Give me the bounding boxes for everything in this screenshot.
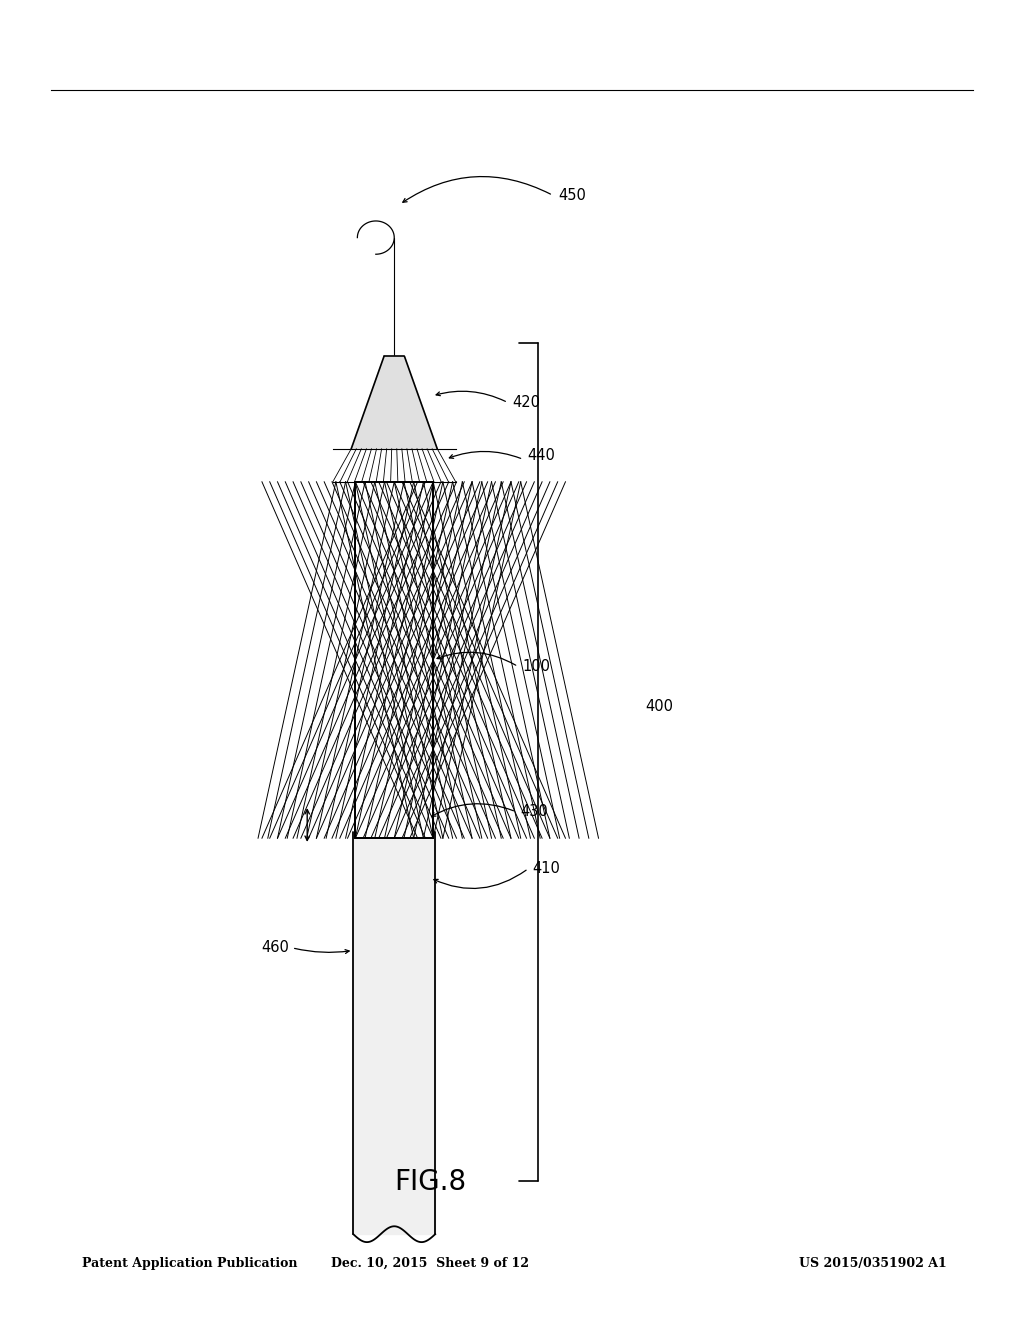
Text: 420: 420 [512, 395, 540, 411]
Text: 400: 400 [645, 698, 673, 714]
Text: 430: 430 [520, 804, 548, 820]
Polygon shape [351, 356, 437, 449]
Bar [355, 482, 433, 838]
Text: US 2015/0351902 A1: US 2015/0351902 A1 [799, 1257, 946, 1270]
Text: 450: 450 [558, 187, 586, 203]
Polygon shape [353, 832, 435, 1234]
Text: 100: 100 [522, 659, 550, 675]
Text: 460: 460 [261, 940, 289, 956]
Text: 410: 410 [532, 861, 560, 876]
Polygon shape [355, 482, 366, 838]
Bar [355, 482, 433, 838]
Bar [355, 482, 433, 838]
Text: Patent Application Publication: Patent Application Publication [82, 1257, 297, 1270]
Text: FIG.8: FIG.8 [394, 1168, 466, 1196]
Text: Dec. 10, 2015  Sheet 9 of 12: Dec. 10, 2015 Sheet 9 of 12 [331, 1257, 529, 1270]
Polygon shape [423, 482, 433, 838]
Text: 440: 440 [527, 447, 555, 463]
